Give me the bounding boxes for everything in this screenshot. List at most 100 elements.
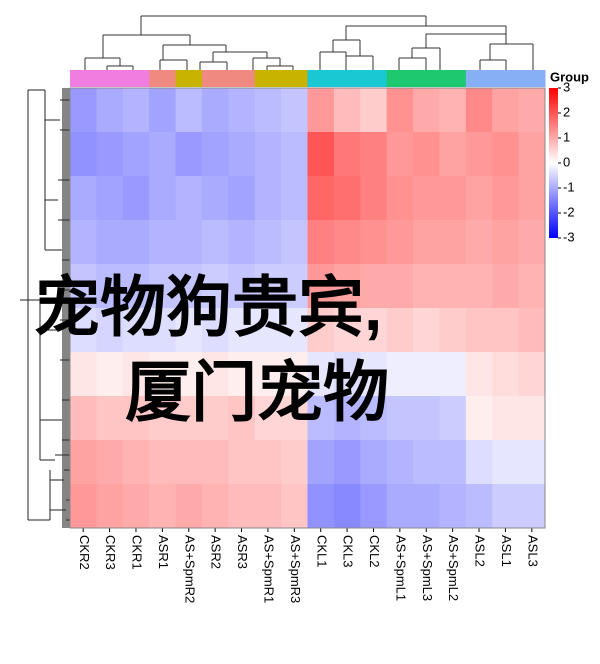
heatmap-cell — [360, 308, 388, 353]
heatmap-cell — [518, 308, 546, 353]
heatmap-cell — [201, 308, 229, 353]
heatmap-cell — [122, 132, 150, 177]
heatmap-cell — [518, 132, 546, 177]
group-cell — [228, 70, 256, 87]
heatmap-cell — [307, 132, 335, 177]
group-cell — [465, 70, 493, 87]
heatmap-cell — [201, 440, 229, 485]
heatmap-cell — [201, 352, 229, 397]
colorbar-tick-label: -3 — [563, 229, 575, 244]
group-cell — [175, 70, 203, 87]
colorbar — [549, 88, 558, 238]
x-tick-label: AS+SpmR3 — [288, 535, 303, 603]
heatmap-cell — [465, 220, 493, 265]
heatmap-cell — [96, 176, 124, 221]
heatmap-cell — [70, 88, 97, 133]
heatmap-cell — [465, 264, 493, 309]
heatmap-cell — [307, 440, 335, 485]
heatmap-cell — [492, 220, 520, 265]
x-tick-label: CKL2 — [367, 535, 382, 568]
heatmap-cell — [439, 396, 467, 441]
heatmap-cell — [281, 88, 308, 133]
heatmap-cell — [307, 176, 335, 221]
heatmap-cell — [254, 396, 282, 441]
heatmap-cell — [386, 88, 414, 133]
group-cell — [333, 70, 361, 87]
heatmap-cell — [360, 220, 388, 265]
heatmap-cell — [439, 308, 467, 353]
heatmap-cell — [175, 484, 203, 529]
heatmap-cell — [254, 308, 282, 353]
overlay-text: 宠物狗贵宾, — [34, 270, 382, 344]
heatmap-cell — [149, 352, 177, 397]
heatmap-cell — [439, 88, 467, 133]
heatmap-cell — [439, 132, 467, 177]
heatmap-cell — [518, 264, 546, 309]
heatmap-cell — [492, 264, 520, 309]
heatmap-cell — [333, 132, 361, 177]
group-cell — [281, 70, 308, 87]
heatmap-cell — [175, 220, 203, 265]
heatmap-cell — [281, 264, 308, 309]
group-cell — [96, 70, 124, 87]
overlay-text: 厦门宠物 — [125, 355, 389, 429]
heatmap-cell — [175, 132, 203, 177]
group-cell — [122, 70, 150, 87]
heatmap-cell — [201, 176, 229, 221]
x-tick-label: AS+SpmL2 — [446, 535, 461, 601]
heatmap-cell — [281, 132, 308, 177]
heatmap-cell — [149, 176, 177, 221]
heatmap-cell — [307, 308, 335, 353]
heatmap-cell — [228, 176, 256, 221]
heatmap-cell — [518, 176, 546, 221]
heatmap-cell — [439, 352, 467, 397]
x-tick-label: CKR2 — [77, 535, 92, 570]
heatmap-cell — [149, 396, 177, 441]
heatmap-cell — [122, 308, 150, 353]
heatmap-cell — [492, 176, 520, 221]
heatmap-cell — [465, 352, 493, 397]
heatmap-cell — [465, 396, 493, 441]
heatmap-cell — [386, 484, 414, 529]
heatmap-cell — [254, 264, 282, 309]
x-tick-label: ASR2 — [209, 535, 224, 569]
x-tick-label: ASL1 — [499, 535, 514, 567]
heatmap-cell — [307, 220, 335, 265]
colorbar-tick-label: 1 — [563, 129, 570, 144]
heatmap-cell — [413, 132, 440, 177]
group-cell — [360, 70, 388, 87]
heatmap-cell — [518, 440, 546, 485]
heatmap-cell — [201, 88, 229, 133]
heatmap-cell — [281, 440, 308, 485]
colorbar-tick-label: -2 — [563, 204, 575, 219]
heatmap-cell — [175, 308, 203, 353]
heatmap-cell — [175, 88, 203, 133]
heatmap-cell — [281, 396, 308, 441]
heatmap-cell — [149, 484, 177, 529]
heatmap-cell — [492, 88, 520, 133]
heatmap-cell — [360, 132, 388, 177]
heatmap-cell — [333, 440, 361, 485]
heatmap-cell — [228, 88, 256, 133]
heatmap-cell — [386, 396, 414, 441]
heatmap-cell — [254, 132, 282, 177]
heatmap-cell — [360, 440, 388, 485]
heatmap-cell — [465, 308, 493, 353]
heatmap-cell — [492, 132, 520, 177]
heatmap-cell — [333, 88, 361, 133]
heatmap-cell — [254, 352, 282, 397]
heatmap-cell — [122, 440, 150, 485]
heatmap-cell — [413, 484, 440, 529]
heatmap-cell — [201, 396, 229, 441]
x-tick-label: AS+SpmR1 — [261, 535, 276, 603]
heatmap-cell — [386, 264, 414, 309]
heatmap-cell — [70, 176, 97, 221]
heatmap-cell — [96, 88, 124, 133]
heatmap-cell — [413, 308, 440, 353]
heatmap-cell — [465, 176, 493, 221]
x-tick-label: CKR3 — [103, 535, 118, 570]
heatmap-cell — [360, 396, 388, 441]
heatmap-cell — [96, 264, 124, 309]
heatmap-cell — [439, 176, 467, 221]
heatmap-cell — [492, 396, 520, 441]
